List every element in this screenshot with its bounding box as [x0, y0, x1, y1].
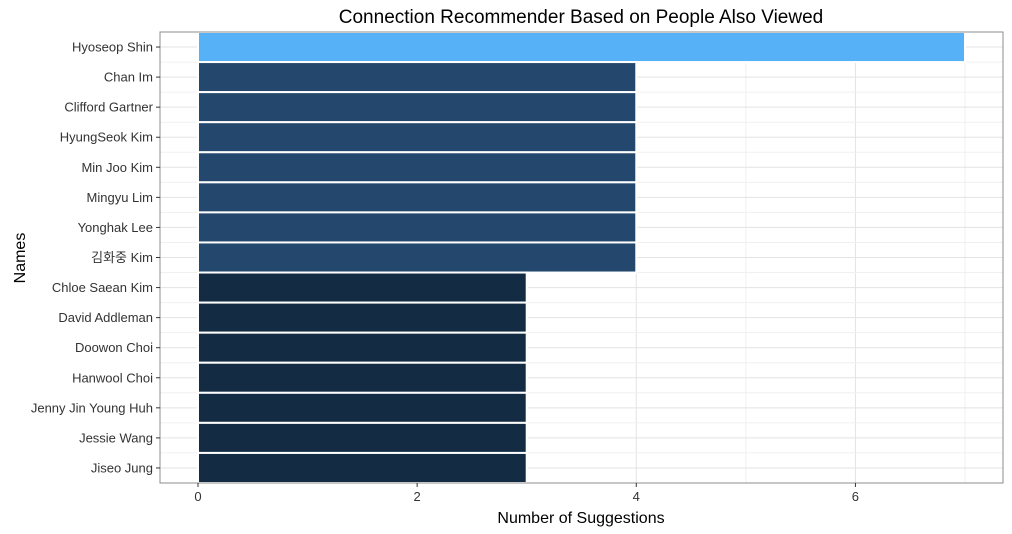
y-tick-label: Hyoseop Shin	[72, 40, 153, 55]
y-tick-label: Mingyu Lim	[87, 190, 153, 205]
y-tick-label: Chan Im	[104, 70, 153, 85]
bar	[197, 361, 528, 394]
y-tick-label: HyungSeok Kim	[60, 130, 153, 145]
bar	[197, 151, 638, 184]
bar	[197, 91, 638, 124]
bar	[197, 31, 966, 64]
y-tick-label: David Addleman	[58, 310, 153, 325]
bar	[197, 331, 528, 364]
y-tick-label: Clifford Gartner	[64, 100, 153, 115]
bar	[197, 451, 528, 484]
y-tick-label: Jiseo Jung	[91, 460, 153, 475]
bar	[197, 271, 528, 304]
chart-title: Connection Recommender Based on People A…	[339, 7, 823, 28]
y-axis: Hyoseop Shin Chan Im Clifford Gartner Hyung…	[31, 40, 160, 475]
bar	[197, 391, 528, 424]
bar	[197, 211, 638, 244]
y-axis-title: Names	[12, 233, 29, 284]
y-tick-label: Min Joo Kim	[81, 160, 153, 175]
bar	[197, 181, 638, 214]
bar	[197, 121, 638, 154]
y-tick-label: Hanwool Choi	[72, 370, 153, 385]
y-tick-label: Chloe Saean Kim	[52, 280, 153, 295]
y-tick-label: Yonghak Lee	[78, 220, 153, 235]
x-axis: 0 2 4 6	[194, 483, 859, 504]
bar	[197, 241, 638, 274]
bar	[197, 301, 528, 334]
bar	[197, 61, 638, 94]
bar	[197, 421, 528, 454]
x-tick-label: 2	[414, 489, 421, 504]
y-tick-label: Doowon Choi	[75, 340, 153, 355]
bars	[197, 31, 966, 484]
y-tick-label: Jenny Jin Young Huh	[31, 400, 153, 415]
x-tick-label: 4	[633, 489, 640, 504]
x-tick-label: 6	[852, 489, 859, 504]
y-tick-label: 김화중 Kim	[91, 250, 153, 265]
x-tick-label: 0	[194, 489, 201, 504]
x-axis-title: Number of Suggestions	[497, 510, 664, 527]
y-tick-label: Jessie Wang	[79, 430, 153, 445]
